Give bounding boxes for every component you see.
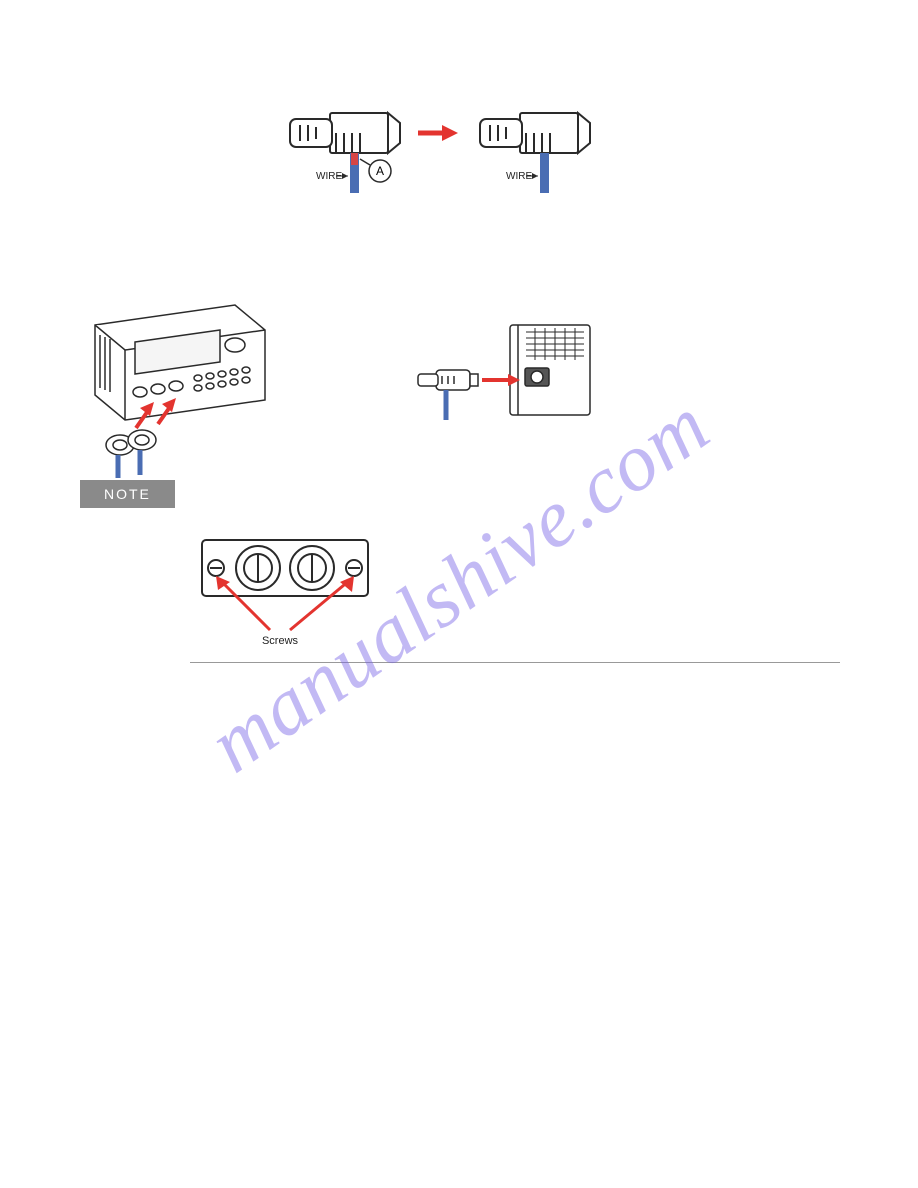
figure-device-rear	[400, 320, 600, 430]
section-divider	[190, 662, 840, 663]
page-content: manualshive.com A WIRE	[0, 0, 918, 1188]
figure-device-front	[80, 300, 280, 480]
circle-a-label: A	[376, 164, 384, 178]
screws-label: Screws	[262, 635, 299, 647]
figure-wire-insertion: A WIRE	[280, 105, 640, 215]
note-badge: NOTE	[80, 480, 175, 508]
red-arrow-icon	[418, 125, 458, 141]
figure-screws: Screws	[190, 532, 380, 652]
